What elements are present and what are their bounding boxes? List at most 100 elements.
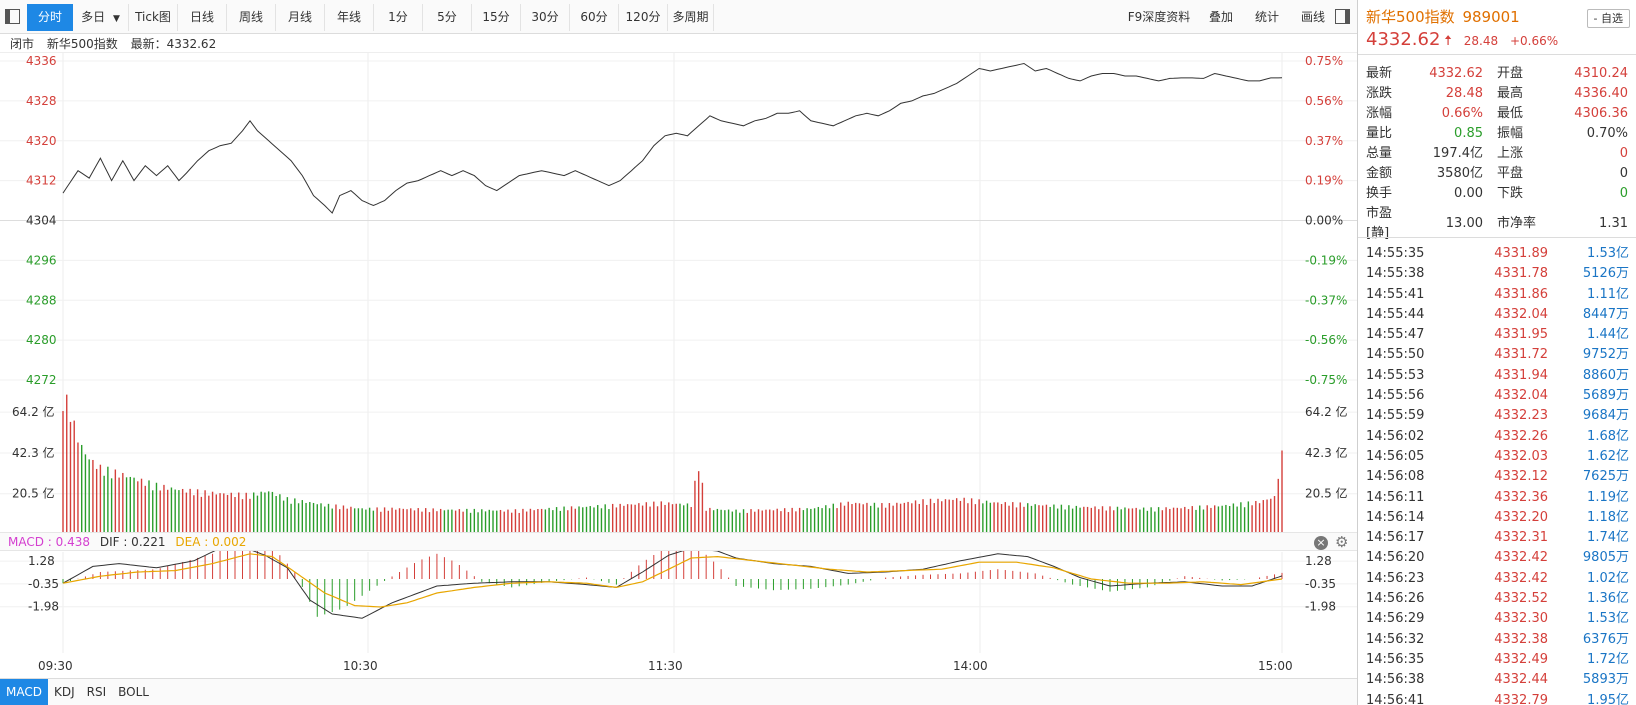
tick-row: 14:56:17 4332.31 1.74亿	[1358, 528, 1636, 548]
tab-yearly[interactable]: 年线	[325, 4, 374, 31]
price-change-percent: +0.66%	[1509, 34, 1559, 48]
percent-tick-label: 0.00%	[1305, 214, 1343, 228]
tick-time: 14:55:56	[1366, 388, 1425, 404]
stock-name: 新华500指数	[1366, 8, 1455, 26]
quote-label: 振幅	[1497, 126, 1524, 141]
quote-value: 0	[1619, 146, 1628, 161]
tick-time: 14:56:17	[1366, 530, 1425, 546]
quote-value: 0.66%	[1441, 106, 1483, 121]
quote-row: 换手 0.00 下跌 0	[1358, 184, 1636, 204]
tab-1min[interactable]: 1分	[374, 4, 423, 31]
quote-label: 最新	[1366, 66, 1393, 81]
tick-volume: 8447万	[1582, 306, 1629, 322]
tab-boll[interactable]: BOLL	[118, 685, 149, 699]
percent-tick-label: -0.75%	[1305, 373, 1347, 387]
tab-15min[interactable]: 15分	[472, 4, 521, 31]
tick-time: 14:55:41	[1366, 286, 1425, 302]
tick-row: 14:56:32 4332.38 6376万	[1358, 630, 1636, 650]
tab-30min[interactable]: 30分	[521, 4, 570, 31]
percent-tick-label: -0.56%	[1305, 333, 1347, 347]
remove-watchlist-button[interactable]: - 自选	[1586, 9, 1630, 28]
dea-value: DEA : 0.002	[175, 535, 247, 549]
tick-row: 14:56:08 4332.12 7625万	[1358, 467, 1636, 487]
drawing-button[interactable]: 画线	[1300, 10, 1325, 24]
tick-volume: 7625万	[1582, 469, 1629, 485]
panel-toggle-right-icon[interactable]	[1335, 9, 1350, 24]
tick-price: 4331.94	[1494, 367, 1548, 383]
tab-daily[interactable]: 日线	[178, 4, 227, 31]
quote-label: 平盘	[1497, 166, 1524, 181]
tick-row: 14:56:14 4332.20 1.18亿	[1358, 508, 1636, 528]
tab-monthly[interactable]: 月线	[276, 4, 325, 31]
price-tick-label: 4280	[26, 333, 57, 347]
gear-icon[interactable]: ⚙	[1335, 533, 1349, 551]
time-axis: 09:30 10:30 11:30 14:00 15:00	[38, 659, 1293, 673]
close-icon[interactable]: ×	[1314, 536, 1328, 550]
tick-price: 4331.89	[1494, 246, 1548, 261]
quote-value: 4332.62	[1429, 66, 1483, 81]
tick-time: 14:56:32	[1366, 631, 1425, 647]
tab-intraday[interactable]: 分时	[27, 4, 73, 31]
tab-multiday-label: 多日	[81, 10, 106, 24]
tick-time: 14:55:59	[1366, 408, 1425, 424]
chevron-down-icon: ▼	[112, 14, 120, 24]
macd-value: MACD : 0.438	[8, 535, 90, 549]
tick-row: 14:56:02 4332.26 1.68亿	[1358, 427, 1636, 447]
tick-price: 4331.95	[1494, 327, 1548, 343]
quote-label: 市净率	[1497, 216, 1537, 231]
f9-deep-data-button[interactable]: F9深度资料	[1127, 10, 1191, 24]
price-axis-left: 4336 4328 4320 4312 4304 4296 4288 4280 4272	[26, 54, 57, 387]
latest-price-label: 最新：4332.62	[130, 37, 217, 51]
quote-value: 4306.36	[1574, 106, 1628, 121]
tick-row: 14:55:59 4332.23 9684万	[1358, 406, 1636, 426]
tab-5min[interactable]: 5分	[423, 4, 472, 31]
macd-tick-label: 1.28	[1305, 554, 1332, 568]
tick-time: 14:56:23	[1366, 570, 1425, 586]
quote-value: 0.70%	[1586, 126, 1628, 141]
quote-panel: 新华500指数 989001 - 自选 4332.62 🠅 28.48 +0.6…	[1357, 0, 1636, 705]
dif-value: DIF : 0.221	[99, 535, 166, 549]
tab-kdj[interactable]: KDJ	[53, 685, 75, 699]
volume-tick-label: 20.5 亿	[1305, 486, 1348, 501]
tab-60min[interactable]: 60分	[570, 4, 619, 31]
quote-value: 4310.24	[1574, 66, 1628, 81]
tick-volume: 1.72亿	[1587, 651, 1629, 667]
overlay-button[interactable]: 叠加	[1208, 10, 1233, 24]
tick-list[interactable]: 14:55:35 4331.89 1.53亿 14:55:38 4331.78 5126万…	[1358, 237, 1636, 705]
quote-label: 总量	[1366, 146, 1393, 161]
tab-multiday[interactable]: 多日 ▼	[73, 4, 129, 31]
price-line	[62, 62, 1283, 214]
tick-row: 14:55:47 4331.95 1.44亿	[1358, 325, 1636, 345]
intraday-chart[interactable]: 4336 4328 4320 4312 4304 4296 4288 4280 4272 0.7…	[0, 53, 1357, 678]
tab-120min[interactable]: 120分	[619, 4, 668, 31]
quote-label: 上涨	[1497, 146, 1524, 161]
statistics-button[interactable]: 统计	[1254, 10, 1279, 24]
last-price: 4332.62	[1366, 29, 1441, 50]
tick-time: 14:56:20	[1366, 550, 1425, 566]
tab-weekly[interactable]: 周线	[227, 4, 276, 31]
macd-tick-label: -1.98	[28, 600, 59, 614]
tick-time: 14:55:47	[1366, 327, 1425, 343]
tick-row: 14:56:20 4332.42 9805万	[1358, 548, 1636, 568]
tick-volume: 9684万	[1582, 408, 1629, 424]
tick-volume: 1.19亿	[1587, 489, 1629, 505]
dea-line	[62, 553, 1283, 608]
tab-rsi[interactable]: RSI	[86, 685, 107, 699]
quote-label: 最高	[1497, 86, 1524, 101]
tick-price: 4332.04	[1494, 306, 1548, 322]
tick-volume: 1.36亿	[1587, 591, 1629, 607]
tab-tick[interactable]: Tick图	[129, 4, 178, 31]
tick-price: 4332.03	[1494, 448, 1548, 464]
tick-row: 14:56:41 4332.79 1.95亿	[1358, 691, 1636, 705]
panel-toggle-left-icon[interactable]	[5, 9, 20, 24]
tick-price: 4332.36	[1494, 489, 1548, 505]
dif-line	[62, 546, 1283, 619]
tick-row: 14:55:35 4331.89 1.53亿	[1358, 244, 1636, 264]
tab-multiperiod[interactable]: 多周期	[668, 4, 714, 31]
price-axis-right: 0.75% 0.56% 0.37% 0.19% 0.00% -0.19% -0.37% -0.…	[1305, 54, 1347, 387]
tick-row: 14:56:23 4332.42 1.02亿	[1358, 569, 1636, 589]
tick-volume: 1.74亿	[1587, 530, 1629, 546]
tick-price: 4332.44	[1494, 672, 1548, 688]
tick-row: 14:56:29 4332.30 1.53亿	[1358, 609, 1636, 629]
tab-macd[interactable]: MACD	[0, 679, 48, 705]
